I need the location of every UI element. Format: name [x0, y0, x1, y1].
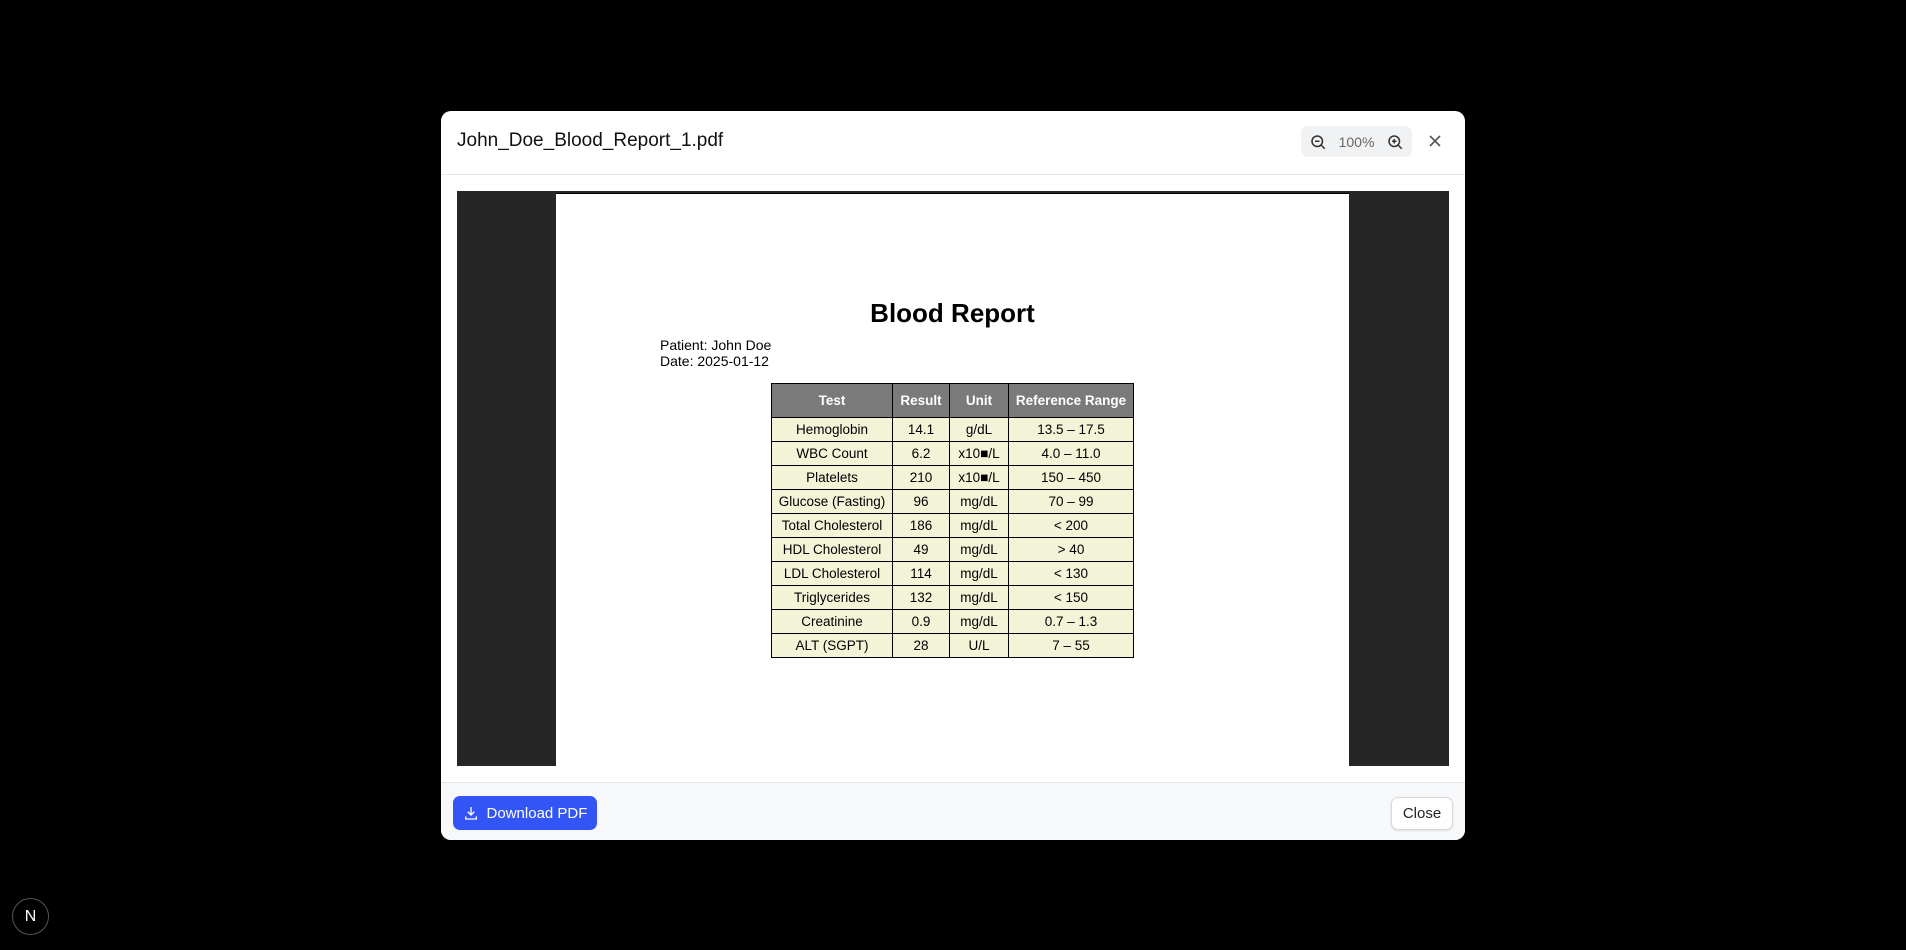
modal-title: John_Doe_Blood_Report_1.pdf	[457, 130, 724, 151]
table-row: ALT (SGPT) 28 U/L 7 – 55	[771, 633, 1134, 658]
table-cell: 150 – 450	[1008, 465, 1134, 490]
column-header: Test	[771, 383, 893, 418]
table-cell: 186	[892, 513, 950, 538]
pdf-preview-modal: John_Doe_Blood_Report_1.pdf 100% Blood R…	[441, 111, 1465, 840]
table-cell: mg/dL	[949, 489, 1009, 514]
table-row: LDL Cholesterol 114 mg/dL < 130	[771, 561, 1134, 586]
report-date: Date: 2025-01-12	[660, 353, 769, 369]
table-row: WBC Count 6.2 x10■/L 4.0 – 11.0	[771, 441, 1134, 466]
table-cell: WBC Count	[771, 441, 893, 466]
table-cell: < 150	[1008, 585, 1134, 610]
table-row: Triglycerides 132 mg/dL < 150	[771, 585, 1134, 610]
modal-footer: Download PDF Close	[441, 782, 1465, 840]
table-cell: 114	[892, 561, 950, 586]
table-cell: Total Cholesterol	[771, 513, 893, 538]
zoom-controls: 100%	[1301, 126, 1412, 157]
table-cell: x10■/L	[949, 441, 1009, 466]
table-cell: 4.0 – 11.0	[1008, 441, 1134, 466]
table-cell: 14.1	[892, 417, 950, 442]
table-cell: mg/dL	[949, 609, 1009, 634]
zoom-in-icon[interactable]	[1386, 133, 1404, 151]
table-row: Total Cholesterol 186 mg/dL < 200	[771, 513, 1134, 538]
table-cell: 70 – 99	[1008, 489, 1134, 514]
table-cell: mg/dL	[949, 513, 1009, 538]
table-cell: 0.9	[892, 609, 950, 634]
modal-header: John_Doe_Blood_Report_1.pdf 100%	[441, 111, 1465, 175]
table-cell: mg/dL	[949, 561, 1009, 586]
zoom-out-icon[interactable]	[1309, 133, 1327, 151]
table-cell: Glucose (Fasting)	[771, 489, 893, 514]
table-cell: 132	[892, 585, 950, 610]
table-cell: 6.2	[892, 441, 950, 466]
table-cell: ALT (SGPT)	[771, 633, 893, 658]
table-cell: x10■/L	[949, 465, 1009, 490]
patient-info: Patient: John Doe Date: 2025-01-12	[660, 337, 771, 369]
column-header: Reference Range	[1008, 383, 1134, 418]
table-cell: 13.5 – 17.5	[1008, 417, 1134, 442]
table-cell: Hemoglobin	[771, 417, 893, 442]
download-label: Download PDF	[486, 804, 588, 822]
download-icon	[464, 807, 477, 820]
table-cell: mg/dL	[949, 537, 1009, 562]
table-cell: Creatinine	[771, 609, 893, 634]
patient-name: Patient: John Doe	[660, 337, 772, 353]
table-cell: g/dL	[949, 417, 1009, 442]
table-row: Creatinine 0.9 mg/dL 0.7 – 1.3	[771, 609, 1134, 634]
table-cell: 0.7 – 1.3	[1008, 609, 1134, 634]
table-cell: HDL Cholesterol	[771, 537, 893, 562]
pdf-page: Blood Report Patient: John Doe Date: 202…	[556, 193, 1349, 766]
close-button[interactable]: Close	[1391, 797, 1453, 830]
table-cell: 210	[892, 465, 950, 490]
column-header: Unit	[949, 383, 1009, 418]
pdf-viewer[interactable]: Blood Report Patient: John Doe Date: 202…	[457, 191, 1449, 766]
close-icon[interactable]	[1425, 131, 1445, 151]
zoom-level: 100%	[1338, 133, 1375, 150]
table-row: Platelets 210 x10■/L 150 – 450	[771, 465, 1134, 490]
table-cell: U/L	[949, 633, 1009, 658]
table-cell: > 40	[1008, 537, 1134, 562]
nextjs-dev-badge[interactable]: N	[12, 898, 49, 935]
table-cell: Platelets	[771, 465, 893, 490]
table-row: HDL Cholesterol 49 mg/dL > 40	[771, 537, 1134, 562]
table-cell: Triglycerides	[771, 585, 893, 610]
table-cell: < 200	[1008, 513, 1134, 538]
column-header: Result	[892, 383, 950, 418]
report-title: Blood Report	[870, 298, 1035, 328]
table-cell: 96	[892, 489, 950, 514]
table-cell: 49	[892, 537, 950, 562]
table-cell: LDL Cholesterol	[771, 561, 893, 586]
download-pdf-button[interactable]: Download PDF	[453, 796, 597, 830]
table-cell: < 130	[1008, 561, 1134, 586]
table-cell: 7 – 55	[1008, 633, 1134, 658]
table-row: Glucose (Fasting) 96 mg/dL 70 – 99	[771, 489, 1134, 514]
table-cell: mg/dL	[949, 585, 1009, 610]
table-row: Hemoglobin 14.1 g/dL 13.5 – 17.5	[771, 417, 1134, 442]
results-table: Test Result Unit Reference Range Hemoglobin…	[771, 383, 1134, 658]
table-cell: 28	[892, 633, 950, 658]
